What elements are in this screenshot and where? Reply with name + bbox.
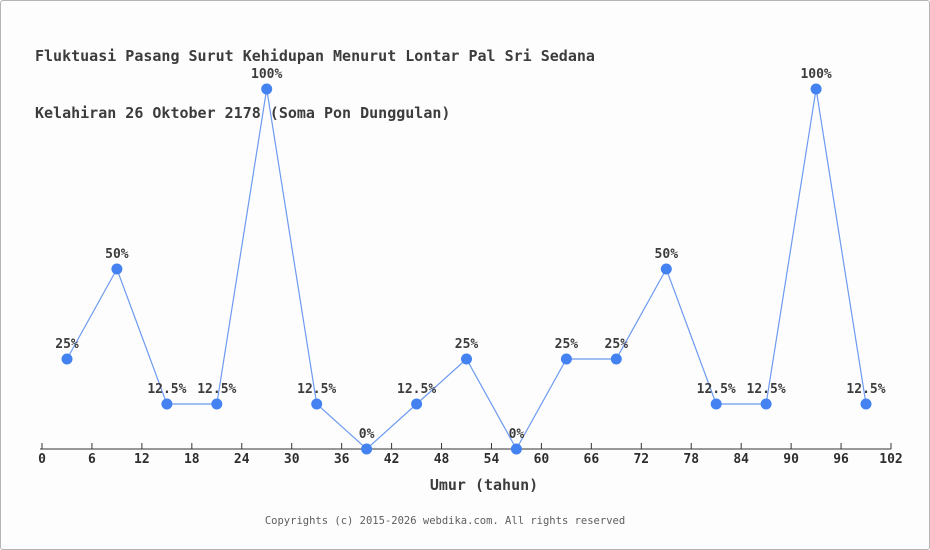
data-point (211, 398, 223, 410)
x-axis-tick-label: 66 (584, 452, 600, 467)
x-axis-tick-label: 12 (134, 452, 150, 467)
data-point-label: 12.5% (147, 382, 186, 397)
data-point (411, 398, 423, 410)
x-axis-tick-label: 36 (334, 452, 350, 467)
data-point (660, 263, 672, 275)
data-point-label: 12.5% (697, 382, 736, 397)
x-axis-tick-label: 60 (534, 452, 550, 467)
data-point-label: 25% (55, 337, 79, 352)
x-axis-tick-label: 0 (38, 452, 46, 467)
data-point-label: 0% (359, 427, 375, 442)
data-point-label: 12.5% (397, 382, 436, 397)
data-point (61, 353, 73, 365)
chart-title-line1: Fluktuasi Pasang Surut Kehidupan Menurut… (35, 47, 595, 65)
data-point (261, 83, 273, 95)
copyright-text: Copyrights (c) 2015-2026 webdika.com. Al… (264, 515, 626, 527)
data-point (710, 398, 722, 410)
data-point-label: 25% (555, 337, 579, 352)
x-axis-tick-label: 18 (184, 452, 200, 467)
data-point (161, 398, 173, 410)
data-point-label: 25% (605, 337, 629, 352)
x-axis-tick-label: 72 (633, 452, 649, 467)
data-point (610, 353, 622, 365)
x-axis-tick-label: 84 (733, 452, 749, 467)
x-axis-tick-label: 96 (833, 452, 849, 467)
data-point (560, 353, 572, 365)
data-point-label: 50% (655, 247, 679, 262)
x-axis-title: Umur (tahun) (429, 476, 539, 494)
data-point (461, 353, 472, 365)
data-point (860, 398, 872, 410)
x-axis-tick-label: 6 (88, 452, 96, 467)
data-point-label: 12.5% (747, 382, 786, 397)
data-point-label: 12.5% (197, 382, 236, 397)
x-axis-tick-label: 90 (783, 452, 799, 467)
x-axis-tick-label: 24 (234, 452, 250, 467)
data-point (810, 83, 822, 95)
data-point (111, 263, 123, 275)
data-point-label: 12.5% (297, 382, 336, 397)
data-point (311, 398, 323, 410)
chart-title-line2: Kelahiran 26 Oktober 2178 (Soma Pon Dung… (35, 104, 451, 122)
x-axis-tick-label: 42 (384, 452, 400, 467)
x-axis-tick-label: 78 (683, 452, 699, 467)
chart-title: Fluktuasi Pasang Surut Kehidupan Menurut… (35, 9, 595, 161)
data-point-label: 0% (509, 427, 525, 442)
data-point-label: 12.5% (846, 382, 885, 397)
x-axis-tick-label: 102 (879, 452, 902, 467)
data-point-label: 100% (251, 67, 282, 82)
x-axis-tick-label: 54 (484, 452, 500, 467)
data-point (760, 398, 772, 410)
data-point (361, 443, 373, 455)
data-point-label: 100% (800, 67, 831, 82)
x-axis-tick-label: 48 (434, 452, 450, 467)
data-point-label: 50% (105, 247, 129, 262)
data-point-label: 25% (455, 337, 479, 352)
x-axis-tick-label: 30 (284, 452, 300, 467)
data-point (510, 443, 522, 455)
